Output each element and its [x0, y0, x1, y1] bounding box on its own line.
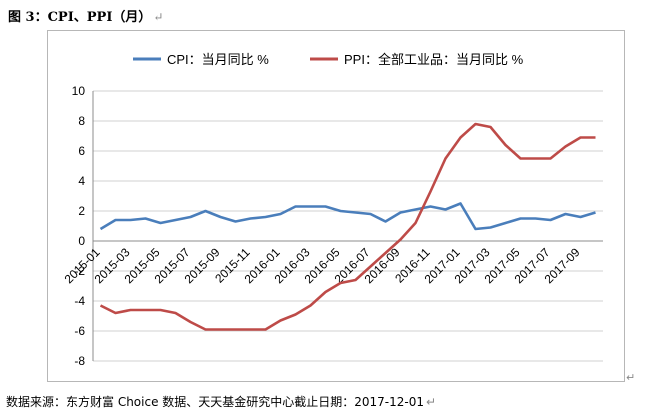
y-tick-label: 2	[78, 204, 85, 218]
legend-label: PPI：全部工业品：当月同比 %	[344, 52, 524, 67]
y-tick-label: 10	[72, 84, 86, 98]
legend-label: CPI：当月同比 %	[167, 52, 269, 67]
paragraph-mark-icon: ↵	[153, 10, 164, 24]
y-tick-label: -2	[74, 264, 85, 278]
series-line-ppi	[99, 122, 596, 331]
y-tick-label: 0	[78, 234, 85, 248]
y-tick-label: 8	[78, 114, 85, 128]
line-chart: -8-6-4-202468102015-012015-032015-052015…	[62, 52, 603, 368]
source-note: 数据来源：东方财富 Choice 数据、天天基金研究中心截止日期：2017-12…	[6, 393, 436, 410]
y-tick-label: -6	[74, 324, 85, 338]
y-tick-label: 6	[78, 144, 85, 158]
series-line-cpi	[99, 202, 596, 231]
figure-title: 图 3：CPI、PPI（月） ↵	[8, 6, 163, 25]
figure-title-text: 图 3：CPI、PPI（月）	[8, 10, 152, 25]
source-note-text: 数据来源：东方财富 Choice 数据、天天基金研究中心截止日期：2017-12…	[6, 395, 425, 409]
chart-frame: -8 -6 -4 -2 0 2 4 6 8 10 2015-01 2015-03 2015-05 2015…	[47, 30, 625, 382]
paragraph-mark-icon: ↵	[426, 395, 437, 409]
paragraph-mark-icon: ↵	[626, 371, 636, 384]
y-tick-label: 4	[78, 174, 85, 188]
y-tick-label: -8	[74, 354, 85, 368]
y-tick-label: -4	[74, 294, 85, 308]
